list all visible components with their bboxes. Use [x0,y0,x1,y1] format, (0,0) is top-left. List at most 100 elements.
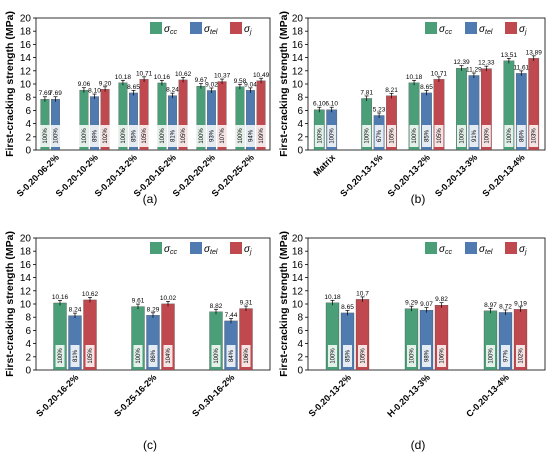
bar-value-label: 10.16 [52,294,69,301]
category-label: H-0.20-13-3% [385,372,432,419]
y-tick-label: 20 [20,14,32,25]
y-tick-label: 2 [297,132,303,143]
y-tick-label: 18 [292,247,304,258]
panel-label: (d) [411,438,426,452]
bar-ratio-label: 100% [410,348,416,364]
bar-ratio-label: 100% [484,128,490,144]
bar-ratio-label: 102% [519,348,525,364]
bar-ratio-label: 100% [54,128,60,144]
ratio-box [422,345,431,367]
bar-ratio-label: 89% [93,129,99,142]
category-label: Matrix [311,152,337,178]
y-tick-label: 16 [292,40,304,51]
bar-value-label: 9.04 [244,81,257,88]
legend-swatch [505,22,517,34]
y-tick-label: 6 [297,326,303,337]
bar-ratio-label: 106% [244,348,250,364]
bar-value-label: 10.49 [253,72,270,79]
bar-value-label: 9.61 [132,298,145,305]
ratio-box [163,345,173,367]
bar-value-label: 8.10 [88,88,101,95]
ratio-box [437,345,446,367]
legend-label: σcc [439,24,453,36]
ratio-box [407,345,416,367]
y-tick-label: 4 [25,119,31,130]
bar-value-label: 12.39 [453,59,470,66]
legend-swatch [150,22,162,34]
ratio-box [422,125,431,147]
bar-value-label: 12.33 [478,60,495,67]
bar-ratio-label: 81% [171,129,177,142]
y-tick-label: 14 [20,53,32,64]
bar-value-label: 10.18 [406,74,423,81]
bar-ratio-label: 106% [440,348,446,364]
ratio-box [328,345,337,367]
legend-label: σj [519,244,527,256]
bar-ratio-label: 107% [220,128,226,144]
bar-ratio-label: 98% [425,349,431,362]
bar-value-label: 7.69 [49,90,62,97]
y-axis-label: First-cracking strength (MPa) [278,231,290,377]
y-tick-label: 16 [292,260,304,271]
bar-value-label: 8.24 [166,87,179,94]
y-tick-label: 14 [292,273,304,284]
bar-value-label: 10.71 [136,70,153,77]
bar-ratio-label: 105% [88,348,94,364]
bar-ratio-label: 91% [472,129,478,142]
bar-ratio-label: 103% [532,128,538,144]
bar-ratio-label: 67% [377,129,383,142]
bar-value-label: 8.21 [385,87,398,94]
bar-value-label: 6.10 [313,101,326,108]
ratio-box [481,125,491,147]
ratio-box [90,125,99,147]
panel-label: (c) [143,438,157,452]
ratio-box [516,125,526,147]
ratio-box [256,125,266,147]
legend-label: σtel [479,244,493,256]
bar-value-label: 10.18 [324,294,341,301]
bar-value-label: 8.82 [210,303,223,310]
ratio-box [133,345,143,367]
bar-ratio-label: 100% [82,128,88,144]
ratio-box [129,125,138,147]
ratio-box [246,125,255,147]
bar-ratio-label: 100% [214,348,220,364]
legend-swatch [425,22,437,34]
bar-value-label: 13.89 [526,49,543,56]
bar-ratio-label: 100% [365,128,371,144]
y-tick-label: 4 [297,119,303,130]
ratio-box [387,125,397,147]
bar-ratio-label: 100% [412,128,418,144]
y-tick-label: 4 [297,339,303,350]
y-tick-label: 16 [20,260,32,271]
ratio-box [217,125,227,147]
ratio-box [70,345,80,367]
y-tick-label: 8 [297,93,303,104]
y-tick-label: 18 [292,27,304,38]
y-tick-label: 10 [292,300,304,311]
legend-swatch [230,22,242,34]
bar-value-label: 8.65 [341,304,354,311]
y-tick-label: 6 [25,326,31,337]
bar-ratio-label: 97% [504,349,510,362]
ratio-box [241,345,251,367]
ratio-box [79,125,89,147]
ratio-box [157,125,167,147]
bar-value-label: 8.65 [420,84,433,91]
bar-ratio-label: 85% [425,129,431,142]
legend-label: σcc [164,24,178,36]
legend-swatch [190,22,202,34]
bar-value-label: 7.44 [225,312,238,319]
y-tick-label: 0 [25,366,31,377]
y-tick-label: 6 [297,106,303,117]
bar-value-label: 11.29 [466,66,482,73]
y-tick-label: 0 [297,366,303,377]
legend-label: σj [244,244,252,256]
ratio-box [196,125,206,147]
bar-value-label: 8.24 [69,307,82,314]
category-label: C-0.20-13-4% [464,372,511,419]
ratio-box [85,345,95,367]
bar-ratio-label: 100% [507,128,513,144]
y-tick-label: 2 [25,352,31,363]
